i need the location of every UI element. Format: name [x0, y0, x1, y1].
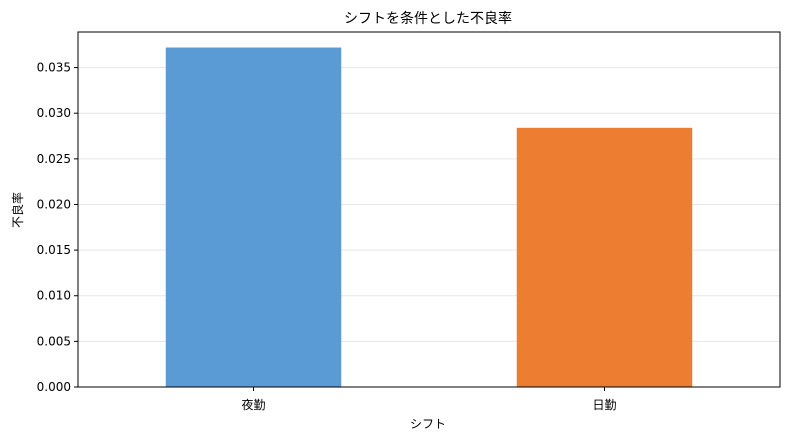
bar-1 [165, 47, 342, 388]
bar-2 [516, 127, 693, 387]
x-axis: 夜勤 日勤 [241, 387, 617, 412]
plot-frame [77, 31, 781, 388]
y-tick-label: 0.005 [37, 334, 71, 348]
x-tick-label: 夜勤 [241, 397, 265, 412]
y-tick-label: 0.030 [37, 106, 71, 120]
x-axis-label: シフト [410, 417, 446, 431]
y-tick-label: 0.020 [37, 197, 71, 211]
y-tick-label: 0.010 [37, 289, 71, 303]
y-tick-label: 0.015 [37, 243, 71, 257]
bars [165, 47, 693, 388]
chart-title: シフトを条件とした不良率 [344, 10, 512, 27]
x-tick-label: 日勤 [592, 398, 616, 412]
y-tick-label: 0.035 [37, 61, 71, 75]
y-tick-label: 0.025 [37, 152, 71, 166]
y-axis: 0.000 0.005 0.010 0.015 0.020 0.025 0.030 0.035 [37, 61, 78, 394]
y-axis-label: 不良率 [10, 192, 25, 228]
y-tick-label: 0.000 [37, 380, 71, 394]
